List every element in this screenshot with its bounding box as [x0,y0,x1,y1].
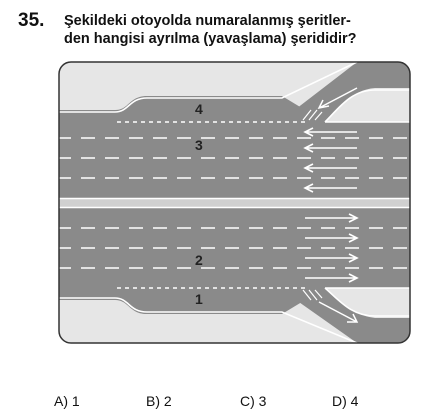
bottom-edge-line [59,297,358,343]
top-lane-dividers [59,121,410,179]
bottom-carriageway [59,208,410,314]
figure-frame [58,61,411,344]
top-ramp-arrow [317,87,358,110]
question-number: 35. [18,10,45,31]
answer-option-c[interactable]: C) 3 [240,393,267,409]
question-line-2: den hangisi ayrılma (yavaşlama) şerididi… [64,31,357,47]
bottom-ramp-inner-edge [324,287,410,317]
median [59,198,410,208]
lane-label-4: 4 [195,101,203,117]
bottom-lane-dividers [59,227,410,289]
highway-diagram: 4 3 2 1 [58,61,411,344]
left-arrows [303,127,357,193]
answer-option-d[interactable]: D) 4 [332,393,359,409]
lane-label-3: 3 [195,137,203,153]
right-arrows [305,213,359,283]
top-ramp-inner-edge [324,89,410,123]
bottom-gore-hatching [302,289,323,301]
lane-label-2: 2 [195,252,203,268]
top-edge-line [59,62,358,113]
top-carriageway [59,96,410,198]
highway-figure: 4 3 2 1 [57,60,412,345]
bottom-ramp-arrow [318,301,359,323]
answer-option-b[interactable]: B) 2 [146,393,172,409]
question-text: Şekildeki otoyolda numaralanmış şeritler… [64,12,414,48]
lane-label-1: 1 [195,291,203,307]
top-exit-ramp [279,62,410,122]
question-line-1: Şekildeki otoyolda numaralanmış şeritler… [64,13,351,29]
top-gore-hatching [302,109,323,121]
answer-option-a[interactable]: A) 1 [54,393,80,409]
